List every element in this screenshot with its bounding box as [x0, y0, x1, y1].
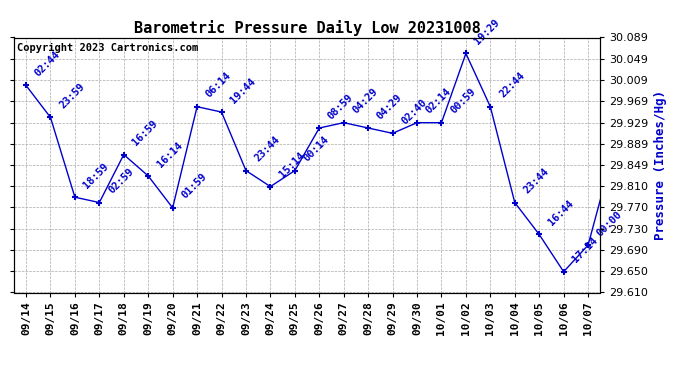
Text: 02:44: 02:44	[33, 49, 62, 78]
Text: 17:14: 17:14	[571, 236, 600, 265]
Text: 23:44: 23:44	[522, 166, 551, 196]
Text: 08:59: 08:59	[326, 92, 355, 121]
Text: 02:59: 02:59	[106, 166, 135, 196]
Text: 04:29: 04:29	[351, 87, 380, 116]
Text: 15:14: 15:14	[277, 150, 306, 180]
Text: 02:14: 02:14	[424, 87, 453, 116]
Text: 16:14: 16:14	[155, 140, 184, 169]
Text: 00:00: 00:00	[0, 374, 1, 375]
Text: 23:59: 23:59	[57, 81, 86, 110]
Text: 00:00: 00:00	[595, 209, 624, 238]
Text: 16:59: 16:59	[130, 118, 160, 148]
Text: Copyright 2023 Cartronics.com: Copyright 2023 Cartronics.com	[17, 43, 198, 52]
Text: 00:14: 00:14	[302, 135, 331, 164]
Text: 04:29: 04:29	[375, 92, 404, 121]
Text: 01:59: 01:59	[179, 172, 209, 201]
Text: 06:14: 06:14	[204, 70, 233, 100]
Text: 02:40: 02:40	[400, 97, 428, 126]
Text: 22:44: 22:44	[497, 70, 526, 100]
Title: Barometric Pressure Daily Low 20231008: Barometric Pressure Daily Low 20231008	[134, 20, 480, 36]
Text: 18:59: 18:59	[82, 161, 111, 190]
Text: 16:44: 16:44	[546, 198, 575, 228]
Text: 19:29: 19:29	[473, 17, 502, 46]
Text: 19:44: 19:44	[228, 76, 257, 105]
Y-axis label: Pressure (Inches/Hg): Pressure (Inches/Hg)	[654, 90, 667, 240]
Text: 00:59: 00:59	[448, 87, 477, 116]
Text: 23:44: 23:44	[253, 135, 282, 164]
